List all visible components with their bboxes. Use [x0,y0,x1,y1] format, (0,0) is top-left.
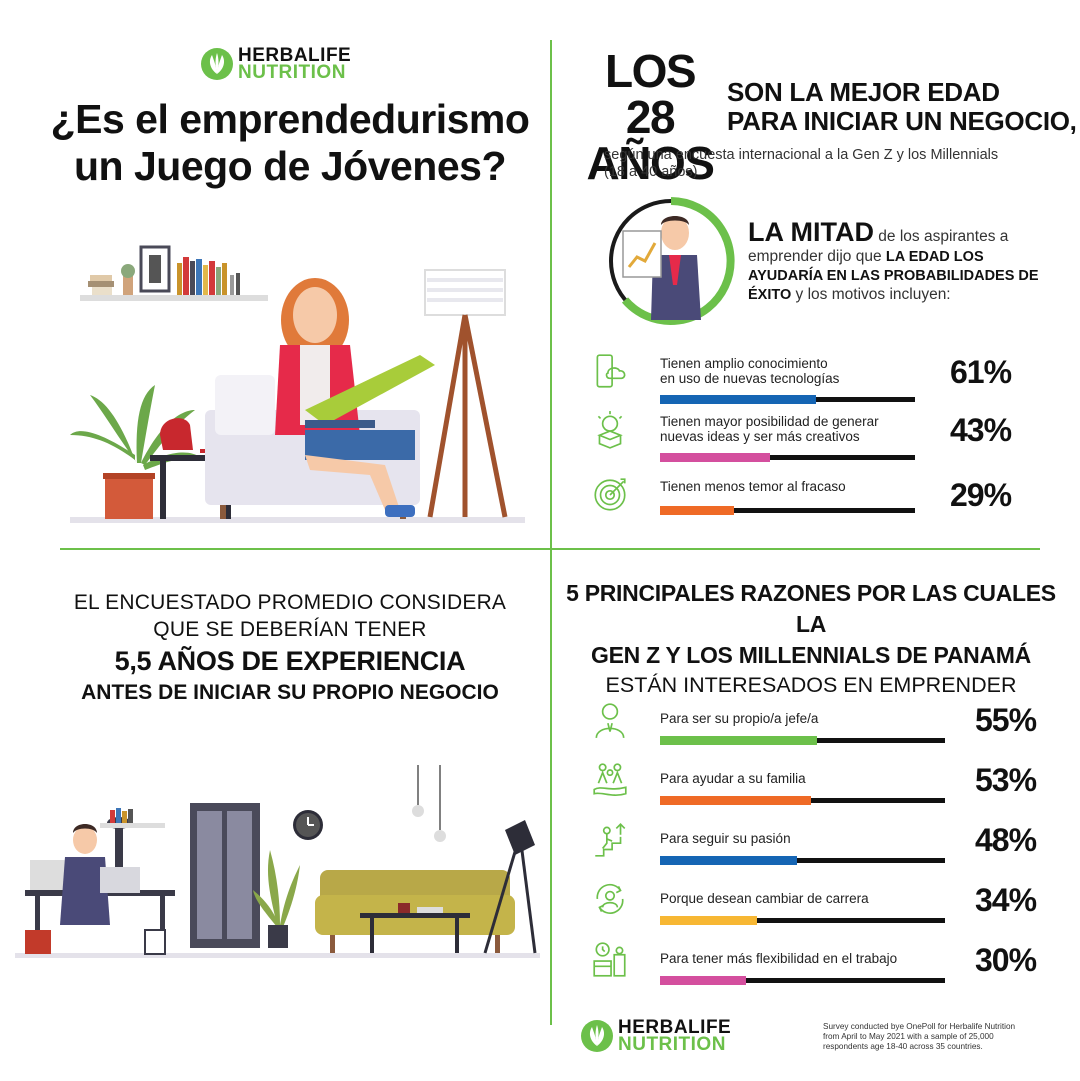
reason-percent: 30% [975,942,1037,978]
herbalife-leaf-icon [581,1020,613,1053]
motive-percent: 29% [950,477,1012,513]
motive-bar-fill [660,506,734,515]
motive-label-line1: Tienen menos temor al fracaso [660,479,846,494]
reasons-title-line1: 5 PRINCIPALES RAZONES POR LAS CUALES LA [566,580,1056,638]
lightbulb-box-icon [597,411,623,449]
woman-laptop-illustration [70,245,525,523]
main-title-line2: un Juego de Jóvenes? [74,143,507,190]
survey-footnote: Survey conducted bye OnePoll for Herbali… [823,1022,1016,1051]
reason-bar-fill [660,796,812,805]
mitad-statement: LA MITAD de los aspirantes a emprender d… [748,216,1048,304]
survey-note-line2: (18 a 40 años) [604,163,698,180]
reason-bar-track [660,916,945,925]
motive-bar-track [660,506,915,515]
family-hand-icon [593,763,627,797]
reason-bar-fill [660,856,797,865]
main-title: ¿Es el emprendedurismo un Juego de Jóven… [40,96,540,190]
motive-label-line1: Tienen mayor posibilidad de generar [660,414,879,429]
logo-bottom-line2: NUTRITION [618,1034,726,1056]
mitad-bold: LA EDAD LOS AYUDARÍA EN LAS PROBABILIDAD… [748,249,1039,303]
reasons-title-line3: ESTÁN INTERESADOS EN EMPRENDER [605,673,1017,698]
reason-percent: 48% [975,822,1037,858]
reason-bar-fill [660,976,746,985]
motive-bar-track [660,453,915,462]
logo-line1: HERBALIFE [238,45,352,66]
age-rest-line2: PARA INICIAR UN NEGOCIO, [727,105,1077,136]
logo-line2: NUTRITION [238,62,346,84]
motive-bar-fill [660,453,770,462]
motive-label: Tienen amplio conocimiento en uso de nue… [660,356,920,387]
reason-label: Para tener más flexibilidad en el trabaj… [660,951,898,966]
age-headline-big: LOS 28 AÑOS [580,48,720,186]
reason-percent: 53% [975,762,1037,798]
phone-cloud-icon [596,354,626,388]
motive-label-line1: Tienen amplio conocimiento [660,356,828,371]
logo-top: HERBALIFE NUTRITION [200,45,352,84]
motive-percent: 61% [950,354,1012,390]
stairs-climb-icon [595,823,626,857]
motive-label: Tienen mayor posibilidad de generar nuev… [660,414,920,445]
businessman-chart-illustration [609,197,735,325]
logo-bottom-line1: HERBALIFE [618,1017,732,1038]
logo-bottom: HERBALIFE NUTRITION [580,1017,732,1056]
horizontal-divider [60,548,1040,550]
reason-percent: 55% [975,702,1037,738]
herbalife-leaf-icon [201,48,233,81]
mitad-text2: y los motivos incluyen: [791,285,951,303]
experience-line4: ANTES DE INICIAR SU PROPIO NEGOCIO [81,680,499,704]
boss-person-icon [595,703,625,739]
reason-label: Para ser su propio/a jefe/a [660,711,819,726]
experience-line2: QUE SE DEBERÍAN TENER [153,617,427,641]
reason-bar-fill [660,736,817,745]
experience-line1: EL ENCUESTADO PROMEDIO CONSIDERA [73,591,507,614]
age-headline-rest: SON LA MEJOR EDAD PARA INICIAR UN NEGOCI… [727,78,1077,135]
career-cycle-icon [596,883,624,914]
motive-percent: 43% [950,412,1012,448]
motive-label-line2: en uso de nuevas tecnologías [660,370,840,386]
mitad-big: LA MITAD [748,217,874,247]
vertical-divider [550,40,552,1025]
reason-percent: 34% [975,882,1037,918]
motive-bar-track [660,395,915,404]
reason-bar-fill [660,916,757,925]
reason-label: Porque desean cambiar de carrera [660,891,869,906]
age-big-line2: AÑOS [586,137,715,189]
reason-bar-track [660,796,945,805]
experience-statement: EL ENCUESTADO PROMEDIO CONSIDERA QUE SE … [40,590,540,706]
office-illustration [15,765,540,958]
calendar-clock-icon [593,942,626,977]
reason-bar-track [660,736,945,745]
reasons-title-line2: GEN Z Y LOS MILLENNIALS DE PANAMÁ [591,642,1031,669]
experience-line3: 5,5 AÑOS DE EXPERIENCIA [114,645,466,676]
motive-label-line2: nuevas ideas y ser más creativos [660,428,860,444]
age-big-line1: LOS 28 [604,45,697,143]
reason-bar-track [660,976,945,985]
reasons-title: 5 PRINCIPALES RAZONES POR LAS CUALES LA … [556,578,1066,700]
motive-label: Tienen menos temor al fracaso [660,479,920,495]
motive-bar-fill [660,395,816,404]
target-icon [594,478,626,511]
reason-bar-track [660,856,945,865]
mitad-text1: de los aspirantes a emprender dijo que [748,228,1009,266]
reason-label: Para ayudar a su familia [660,771,806,786]
age-rest-line1: SON LA MEJOR EDAD [727,77,1000,107]
survey-note-line1: según una encuesta internacional a la Ge… [604,147,999,163]
survey-note: según una encuesta internacional a la Ge… [604,147,1044,180]
reason-label: Para seguir su pasión [660,831,791,846]
main-title-line1: ¿Es el emprendedurismo [50,96,530,142]
